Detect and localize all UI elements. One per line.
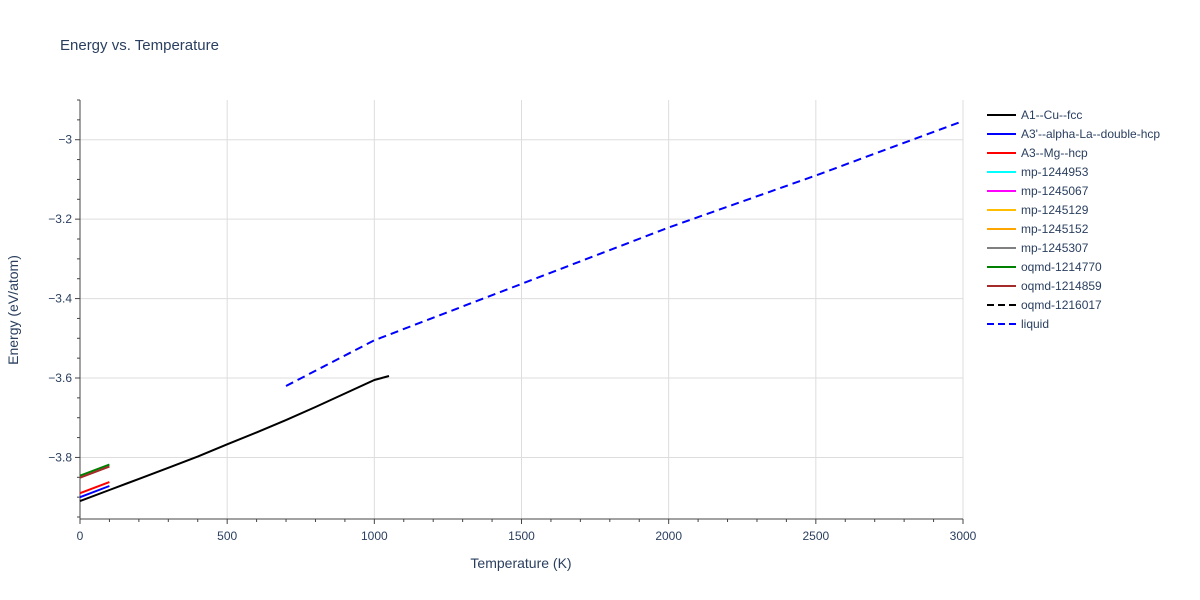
legend-label: A3'--alpha-La--double-hcp (1021, 127, 1160, 141)
x-tick-label: 2500 (802, 529, 829, 543)
legend-item[interactable]: A3--Mg--hcp (987, 146, 1088, 160)
x-tick-label: 1500 (508, 529, 535, 543)
legend-item[interactable]: oqmd-1216017 (987, 298, 1102, 312)
legend-label: mp-1244953 (1021, 165, 1089, 179)
legend-item[interactable]: mp-1245129 (987, 203, 1089, 217)
legend-label: A1--Cu--fcc (1021, 108, 1082, 122)
legend-item[interactable]: mp-1244953 (987, 165, 1089, 179)
legend-label: oqmd-1216017 (1021, 298, 1102, 312)
series-layer (79, 120, 964, 503)
legend-label: A3--Mg--hcp (1021, 146, 1088, 160)
legend-label: mp-1245152 (1021, 222, 1089, 236)
y-tick-label: −3.8 (48, 450, 72, 464)
gridlines (80, 100, 964, 519)
chart-title: Energy vs. Temperature (60, 37, 219, 54)
legend-item[interactable]: A3'--alpha-La--double-hcp (987, 127, 1160, 141)
x-tick-label: 3000 (950, 529, 977, 543)
legend-item[interactable]: A1--Cu--fcc (987, 108, 1082, 122)
legend-label: oqmd-1214770 (1021, 260, 1102, 274)
x-tick-label: 500 (217, 529, 237, 543)
y-tick-label: −3 (58, 133, 72, 147)
y-tick-label: −3.2 (48, 212, 72, 226)
x-tick-label: 2000 (655, 529, 682, 543)
x-tick-label: 1000 (361, 529, 388, 543)
series-line (79, 375, 390, 503)
series-line (79, 465, 110, 479)
x-tick-label: 0 (77, 529, 84, 543)
legend-item[interactable]: oqmd-1214859 (987, 279, 1102, 293)
y-axis-title: Energy (eV/atom) (5, 255, 21, 365)
legend-item[interactable]: mp-1245307 (987, 241, 1089, 255)
series-line (79, 485, 110, 499)
series-line (79, 463, 110, 477)
legend-label: mp-1245307 (1021, 241, 1089, 255)
legend-label: mp-1245129 (1021, 203, 1089, 217)
legend-item[interactable]: oqmd-1214770 (987, 260, 1102, 274)
y-tick-label: −3.6 (48, 371, 72, 385)
series-line (285, 120, 964, 387)
legend-item[interactable]: mp-1245152 (987, 222, 1089, 236)
legend-item[interactable]: liquid (987, 317, 1049, 331)
x-axis-title: Temperature (K) (470, 555, 571, 571)
series-line (79, 481, 110, 495)
legend[interactable]: A1--Cu--fcc A3'--alpha-La--double-hcp A3--… (987, 108, 1160, 331)
y-tick-label: −3.4 (48, 292, 72, 306)
axes: 0 500 1000 1500 2000 2500 3000 −3.8 −3.6 −3.4 −3.2… (48, 99, 977, 543)
legend-label: liquid (1021, 317, 1049, 331)
legend-label: oqmd-1214859 (1021, 279, 1102, 293)
legend-label: mp-1245067 (1021, 184, 1089, 198)
legend-item[interactable]: mp-1245067 (987, 184, 1089, 198)
